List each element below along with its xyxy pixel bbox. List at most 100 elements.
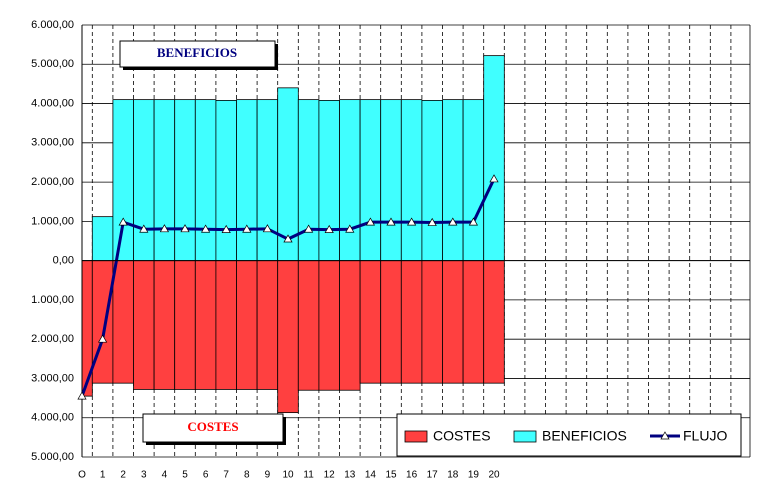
x-tick-label: 4 [162, 470, 168, 481]
x-tick-label: 14 [365, 470, 377, 481]
y-tick-label: 3.000,00 [31, 372, 74, 384]
bar [236, 99, 258, 262]
marker [242, 224, 252, 233]
bar [400, 99, 423, 262]
x-tick-label: 8 [244, 470, 250, 481]
x-tick-label: 1 [100, 470, 106, 481]
y-tick-label: 4.000,00 [31, 412, 74, 424]
x-tick-label: 16 [406, 470, 418, 481]
marker [448, 217, 458, 226]
x-tick-label: 17 [427, 470, 439, 481]
y-tick-label: 5.000,00 [31, 58, 74, 70]
y-tick-label: 2.000,00 [31, 333, 74, 345]
bar [318, 260, 340, 391]
x-tick-label: 15 [385, 470, 397, 481]
marker [427, 217, 437, 226]
marker [365, 217, 376, 226]
x-tick-label: 9 [265, 470, 271, 481]
bar [133, 260, 155, 390]
x-tick-label: 10 [282, 470, 294, 481]
bar [318, 100, 340, 262]
x-tick-label: 5 [182, 470, 188, 481]
bar [215, 100, 237, 262]
bars [82, 55, 505, 414]
legend-label: BENEFICIOS [542, 428, 627, 444]
bar [380, 260, 402, 384]
legend: COSTES BENEFICIOS FLUJO [396, 413, 742, 457]
legend-swatch [404, 430, 428, 443]
annotation-box [142, 413, 284, 443]
x-tick-label: 2 [120, 470, 126, 481]
bar [256, 99, 279, 262]
x-tick-label: 11 [303, 470, 314, 481]
marker [180, 224, 190, 233]
x-tick-label: 13 [344, 470, 356, 481]
bar [339, 99, 361, 262]
bar [483, 260, 505, 384]
y-tick-label: 4.000,00 [31, 97, 74, 109]
bar [194, 260, 217, 390]
bar [442, 260, 464, 384]
x-tick-label: 7 [223, 470, 229, 481]
marker [468, 217, 479, 226]
bar [215, 260, 237, 390]
legend-label: FLUJO [683, 428, 727, 444]
marker [489, 174, 499, 183]
bar [112, 99, 134, 262]
y-tick-label: 1.000,00 [31, 215, 74, 227]
bar [462, 260, 485, 384]
annotation-box [119, 40, 276, 68]
x-tick-label: O [78, 470, 86, 481]
annotation: BENEFICIOS [157, 45, 237, 60]
y-tick-label: 6.000,00 [31, 19, 74, 31]
bar [421, 260, 443, 384]
marker [118, 217, 128, 226]
marker [159, 224, 170, 233]
x-tick-label: 3 [141, 470, 147, 481]
bar [421, 100, 443, 262]
bar [483, 55, 505, 262]
bar [91, 260, 114, 384]
bar [462, 99, 485, 262]
legend-swatch [513, 430, 537, 443]
bar [442, 99, 464, 262]
bar [174, 260, 196, 390]
marker [97, 334, 108, 343]
bar [91, 216, 114, 262]
marker [139, 224, 149, 233]
bar [256, 260, 279, 390]
bar [359, 99, 382, 262]
legend-box [396, 413, 742, 457]
x-tick-label: 20 [488, 470, 500, 481]
legend-label: COSTES [433, 428, 491, 444]
bar [297, 99, 320, 262]
bar [277, 260, 299, 414]
bar [236, 260, 258, 390]
marker [221, 224, 231, 233]
y-tick-label: 2.000,00 [31, 176, 74, 188]
bar [380, 99, 402, 262]
bar [174, 99, 196, 262]
marker [77, 391, 87, 400]
legend-marker [660, 431, 670, 440]
bar [297, 260, 320, 391]
marker [200, 224, 211, 233]
y-tick-label: 0,00 [53, 255, 74, 267]
x-tick-label: 18 [447, 470, 459, 481]
x-tick-label: 6 [203, 470, 209, 481]
bar [112, 260, 134, 384]
bar [359, 260, 382, 384]
y-tick-label: 3.000,00 [31, 137, 74, 149]
y-tick-label: 1.000,00 [31, 294, 74, 306]
x-tick-label: 12 [324, 470, 336, 481]
annotation: COSTES [187, 419, 238, 434]
bar [400, 260, 423, 384]
bar [339, 260, 361, 391]
bar [133, 99, 155, 262]
overlay: 6.000,00 5.000,00 4.000,00 3.000,00 2.000,00… [31, 19, 751, 481]
marker [345, 224, 355, 233]
bar [153, 260, 176, 390]
x-tick-label: 19 [468, 470, 480, 481]
y-tick-label: 5.000,00 [31, 451, 74, 463]
